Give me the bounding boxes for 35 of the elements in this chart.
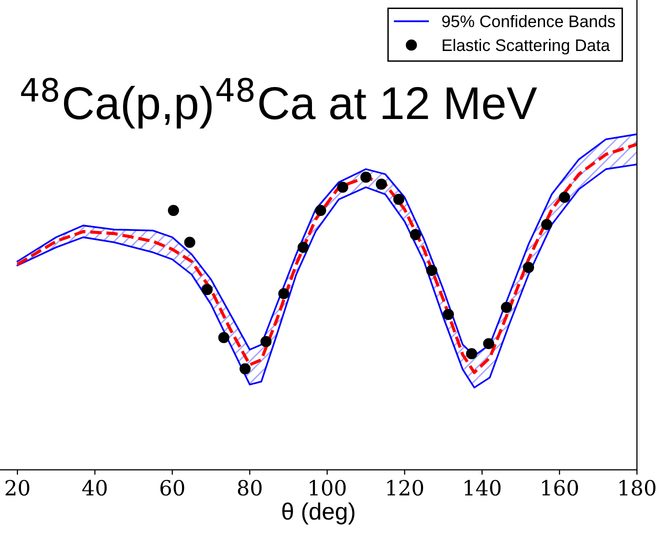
point [184, 236, 196, 248]
point [337, 182, 348, 193]
x-tick-label: 80 [238, 480, 262, 496]
point [376, 178, 387, 190]
point [558, 192, 570, 203]
point [442, 308, 454, 320]
point [466, 348, 478, 360]
point [202, 284, 213, 296]
point [410, 229, 422, 240]
chart-title: $^{48}$Ca(p,p)$^{48}$Ca at 12 MeV [21, 78, 538, 129]
legend-label: Elastic Scattering Data [442, 38, 610, 54]
x-tick-label: 60 [160, 480, 184, 496]
point [278, 288, 290, 300]
point [393, 194, 404, 205]
point [298, 242, 309, 253]
point [522, 262, 534, 274]
x-tick-label: 100 [310, 480, 346, 496]
x-tick-label: 180 [620, 480, 656, 496]
x-tick-label: 140 [464, 480, 501, 496]
x-tick-label: 120 [387, 480, 424, 496]
point [315, 204, 326, 216]
x-tick-label: 40 [82, 480, 107, 496]
point [260, 336, 272, 348]
point [218, 332, 230, 344]
point [360, 172, 372, 183]
point [541, 218, 552, 230]
point [426, 264, 438, 276]
point [483, 338, 494, 350]
legend-label: 95% Confidence Bands [442, 15, 615, 28]
point [240, 363, 251, 374]
point [500, 302, 512, 313]
x-tick-label: 20 [6, 480, 30, 496]
x-tick-label: 160 [542, 480, 578, 496]
point [168, 204, 180, 216]
x-axis-title: θ (deg) [282, 502, 354, 524]
